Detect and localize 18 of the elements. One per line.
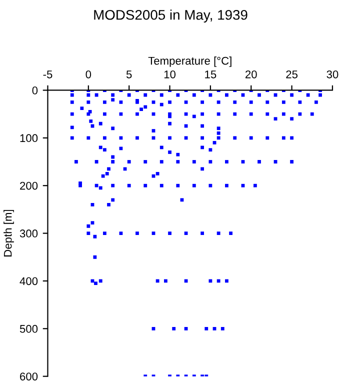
chart-title: MODS2005 in May, 1939 xyxy=(94,10,248,23)
y-tick-label: 600 xyxy=(20,372,38,380)
x-axis-title: Temperature [°C] xyxy=(148,56,232,67)
y-tick-label: 100 xyxy=(20,134,38,142)
x-tick-label: 20 xyxy=(246,70,257,78)
y-tick-label: 500 xyxy=(20,324,38,333)
y-tick-label: 300 xyxy=(20,230,38,238)
y-tick-label: 400 xyxy=(20,277,38,286)
x-tick-label: 15 xyxy=(205,70,216,78)
x-tick-label: -5 xyxy=(43,70,52,78)
y-axis-title: Depth [m] xyxy=(4,210,14,256)
x-tick-label: 30 xyxy=(326,70,338,78)
x-tick-label: 5 xyxy=(126,70,132,78)
x-tick-label: 25 xyxy=(286,70,298,78)
x-tick-label: 0 xyxy=(86,70,92,78)
x-tick-label: 10 xyxy=(164,70,176,78)
y-tick-label: 0 xyxy=(32,86,38,94)
y-tick-label: 200 xyxy=(20,182,38,190)
